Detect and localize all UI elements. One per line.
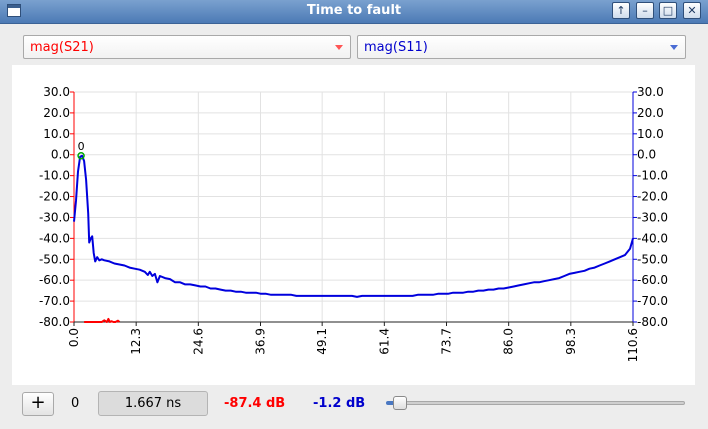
minimize-icon: – bbox=[642, 4, 648, 17]
left-y-tick-label: 10.0 bbox=[43, 127, 70, 141]
marker-index: 0 bbox=[71, 396, 80, 411]
right-y-tick-label: -10.0 bbox=[637, 169, 668, 183]
right-y-tick-label: 30.0 bbox=[637, 85, 664, 99]
position-slider-handle[interactable] bbox=[393, 396, 408, 410]
maximize-button[interactable]: □ bbox=[659, 2, 677, 19]
window-menu-icon[interactable] bbox=[7, 4, 21, 17]
x-tick-label: 49.1 bbox=[315, 328, 329, 355]
marker-point[interactable] bbox=[77, 152, 85, 160]
right-y-tick-label: -60.0 bbox=[637, 273, 668, 287]
left-y-tick-label: -40.0 bbox=[39, 231, 70, 245]
left-y-tick-label: 30.0 bbox=[43, 85, 70, 99]
left-y-tick-label: 20.0 bbox=[43, 106, 70, 120]
position-slider-fill bbox=[386, 401, 397, 405]
marker-label: 0 bbox=[78, 140, 85, 153]
trace2-line bbox=[73, 154, 634, 298]
left-y-tick-label: -80.0 bbox=[39, 315, 70, 329]
left-y-tick-label: -30.0 bbox=[39, 210, 70, 224]
chevron-down-icon bbox=[335, 45, 343, 50]
x-tick-label: 86.0 bbox=[502, 328, 516, 355]
position-slider-track[interactable] bbox=[389, 401, 685, 405]
trace1-select[interactable]: mag(S21) bbox=[23, 35, 351, 59]
x-tick-label: 36.9 bbox=[254, 328, 268, 355]
x-tick-label: 24.6 bbox=[191, 328, 205, 355]
x-tick-label: 12.3 bbox=[129, 328, 143, 355]
trace2-readout: -1.2 dB bbox=[313, 396, 366, 411]
left-y-tick-label: -10.0 bbox=[39, 169, 70, 183]
right-y-tick-label: 20.0 bbox=[637, 106, 664, 120]
x-tick-label: 110.6 bbox=[626, 328, 640, 362]
x-tick-label: 73.7 bbox=[439, 328, 453, 355]
left-y-tick-label: -70.0 bbox=[39, 294, 70, 308]
time-to-fault-chart[interactable]: 30.0 30.0 20.0 20.0 10.0 10.0 0.0 0.0 -10.0 -10.0… bbox=[12, 65, 695, 385]
add-marker-button[interactable]: + bbox=[22, 392, 54, 416]
trace1-select-value: mag(S21) bbox=[30, 40, 94, 55]
trace1-line bbox=[84, 317, 121, 323]
arrow-up-icon: ↑ bbox=[616, 4, 626, 17]
left-y-tick-label: -60.0 bbox=[39, 273, 70, 287]
right-y-tick-label: -70.0 bbox=[637, 294, 668, 308]
time-value-field[interactable]: 1.667 ns bbox=[98, 391, 208, 416]
window-title: Time to fault bbox=[306, 3, 402, 18]
right-y-tick-label: -40.0 bbox=[637, 231, 668, 245]
chevron-down-icon bbox=[670, 45, 678, 50]
title-bar[interactable]: Time to fault ↑ – □ ✕ bbox=[0, 0, 708, 24]
x-tick-label: 0.0 bbox=[67, 328, 81, 347]
right-y-tick-label: -50.0 bbox=[637, 252, 668, 266]
close-button[interactable]: ✕ bbox=[683, 2, 701, 19]
maximize-icon: □ bbox=[662, 4, 674, 17]
close-icon: ✕ bbox=[687, 4, 697, 17]
x-tick-label: 61.4 bbox=[377, 328, 391, 355]
keep-above-button[interactable]: ↑ bbox=[612, 2, 630, 19]
right-y-tick-label: -80.0 bbox=[637, 315, 668, 329]
plot-panel[interactable]: 30.0 30.0 20.0 20.0 10.0 10.0 0.0 0.0 -10.0 -10.0… bbox=[12, 65, 695, 385]
trace2-select-value: mag(S11) bbox=[364, 40, 428, 55]
x-tick-label: 98.3 bbox=[564, 328, 578, 355]
right-y-tick-label: 10.0 bbox=[637, 127, 664, 141]
left-y-tick-label: -20.0 bbox=[39, 190, 70, 204]
trace1-readout: -87.4 dB bbox=[224, 396, 286, 411]
left-y-tick-label: 0.0 bbox=[51, 148, 70, 162]
trace2-select[interactable]: mag(S11) bbox=[357, 35, 686, 59]
right-y-tick-label: -30.0 bbox=[637, 210, 668, 224]
left-y-tick-label: -50.0 bbox=[39, 252, 70, 266]
right-y-tick-label: 0.0 bbox=[637, 148, 656, 162]
right-y-tick-label: -20.0 bbox=[637, 190, 668, 204]
minimize-button[interactable]: – bbox=[636, 2, 654, 19]
